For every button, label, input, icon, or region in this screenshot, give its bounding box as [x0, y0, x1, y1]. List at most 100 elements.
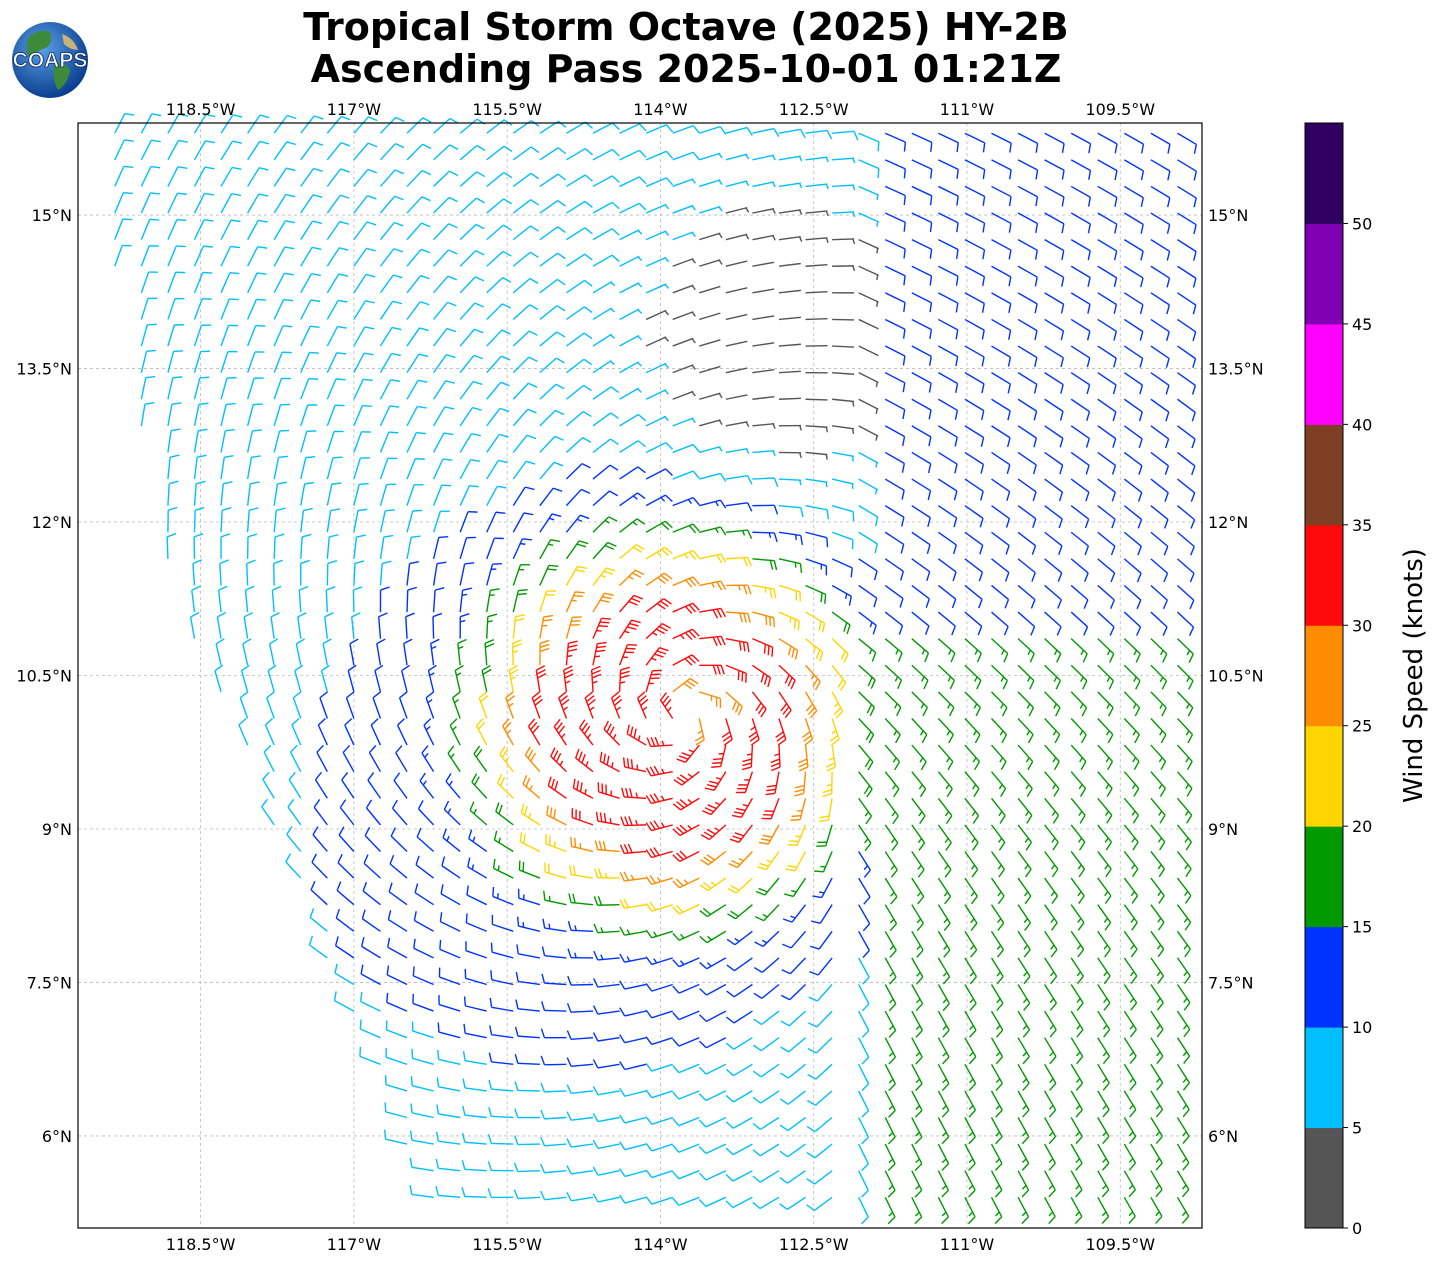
wind-barb: [1150, 212, 1171, 234]
wind-barb: [566, 1003, 594, 1013]
wind-barb: [459, 484, 479, 506]
barb-half: [742, 804, 749, 807]
barb-staff: [433, 301, 449, 320]
barb-staff: [725, 475, 748, 480]
barb-half: [691, 338, 696, 344]
barb-half: [691, 364, 696, 370]
wind-barb: [353, 326, 375, 347]
barb-staff: [539, 173, 559, 188]
barb-half: [429, 672, 435, 677]
barb-flag: [698, 1066, 707, 1075]
barb-staff: [884, 345, 906, 357]
barb-flag: [1165, 411, 1170, 422]
wind-barb: [831, 638, 849, 663]
barb-flag: [1032, 518, 1037, 528]
barb-flag: [1035, 196, 1039, 207]
wind-barb: [220, 324, 239, 347]
wind-barb: [937, 797, 953, 824]
wind-barb: [619, 202, 647, 214]
barb-staff: [699, 419, 721, 427]
wind-barb: [575, 748, 594, 773]
barb-flag: [861, 1056, 870, 1065]
barb-staff: [1123, 584, 1142, 601]
barb-half: [610, 308, 616, 313]
wind-barb: [805, 237, 829, 243]
barb-staff: [326, 405, 336, 427]
wind-barb: [167, 139, 188, 161]
barb-flag: [777, 738, 787, 746]
barb-half: [664, 310, 670, 316]
wind-barb: [832, 345, 855, 348]
barb-staff: [1017, 1143, 1030, 1164]
barb-staff: [1123, 159, 1144, 172]
barb-staff: [1070, 904, 1085, 924]
barb-flag: [401, 664, 411, 672]
barb-flag: [190, 611, 200, 618]
wind-barb: [1070, 478, 1090, 502]
barb-flag: [440, 884, 444, 894]
barb-flag: [998, 842, 1006, 851]
barb-flag: [657, 577, 666, 584]
barb-flag: [829, 734, 839, 742]
barb-staff: [1044, 292, 1064, 305]
barb-half: [1053, 703, 1057, 709]
wind-barb: [964, 851, 979, 878]
barb-flag: [290, 744, 298, 753]
wind-barb: [1123, 1037, 1137, 1065]
wind-barb: [326, 247, 349, 267]
wind-barb: [726, 983, 753, 998]
barb-flag: [645, 1169, 653, 1179]
barb-flag: [1139, 358, 1144, 368]
barb-flag: [420, 274, 430, 280]
barb-staff: [316, 751, 328, 773]
wind-barb: [517, 888, 541, 906]
barb-staff: [491, 1033, 514, 1039]
barb-flag: [807, 706, 816, 715]
wind-barb: [353, 142, 378, 161]
barb-half: [1051, 864, 1056, 870]
barb-half: [571, 599, 577, 602]
wind-barb: [512, 538, 532, 560]
barb-half: [630, 874, 635, 881]
barb-staff: [1017, 638, 1035, 655]
wind-barb: [344, 718, 355, 746]
barb-half: [852, 401, 855, 407]
barb-flag: [482, 668, 492, 675]
wind-barb: [547, 776, 567, 799]
barb-flag: [531, 691, 541, 699]
barb-flag: [499, 746, 506, 755]
wind-barb: [937, 824, 952, 851]
barb-flag: [672, 880, 680, 889]
wind-barb: [937, 930, 951, 958]
barb-flag: [541, 1001, 546, 1011]
barb-half: [888, 1078, 894, 1084]
barb-staff: [706, 957, 727, 970]
barb-flag: [610, 438, 619, 445]
wind-barb: [699, 877, 727, 892]
barb-half: [1182, 1157, 1187, 1163]
wind-barb: [1123, 239, 1144, 261]
barb-flag: [367, 772, 375, 781]
wind-barb: [220, 507, 232, 533]
barb-half: [943, 918, 948, 924]
barb-flag: [703, 856, 712, 864]
barb-staff: [1123, 904, 1138, 923]
wind-barb: [459, 511, 478, 533]
barb-staff: [326, 299, 339, 320]
wind-barb: [486, 277, 512, 294]
wind-barb: [300, 481, 315, 506]
barb-staff: [517, 1008, 540, 1012]
barb-staff: [544, 1090, 567, 1093]
wind-barb: [752, 234, 776, 241]
barb-flag: [874, 543, 879, 554]
barb-flag: [767, 645, 770, 656]
barb-half: [422, 780, 427, 786]
wind-barb: [1176, 744, 1193, 771]
wind-barb: [964, 1037, 977, 1065]
barb-flag: [831, 738, 840, 746]
barb-staff: [858, 345, 879, 357]
barb-flag: [1077, 922, 1085, 931]
barb-staff: [491, 1088, 514, 1092]
barb-half: [1024, 837, 1029, 843]
barb-flag: [826, 130, 833, 140]
